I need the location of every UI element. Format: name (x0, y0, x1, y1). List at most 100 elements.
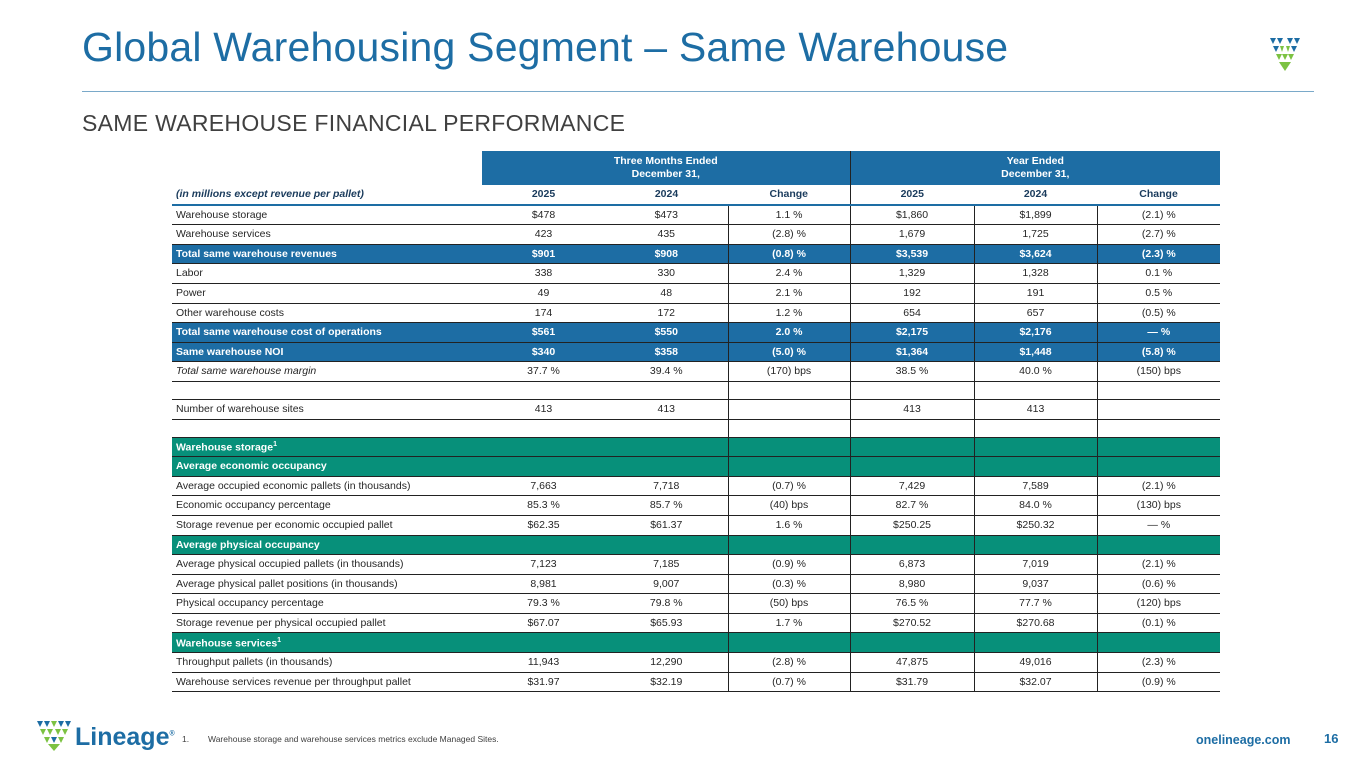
table-period-header: Three Months Ended December 31, Year End… (172, 151, 1221, 185)
row-label: Average physical occupancy (172, 535, 482, 556)
cell-y-change (1096, 399, 1221, 420)
row-label: Total same warehouse margin (172, 361, 482, 382)
table-row: Throughput pallets (in thousands) 11,943 1… (172, 652, 1221, 673)
table-row: Total same warehouse revenues $901 $908 (0.… (172, 244, 1221, 265)
cell-q-2024: $908 (605, 244, 728, 265)
cell-y-2024 (973, 535, 1098, 556)
page-title: Global Warehousing Segment – Same Wareho… (82, 24, 1009, 70)
row-label: Throughput pallets (in thousands) (172, 652, 482, 673)
row-label-text: Average physical occupied pallets (in th… (176, 558, 404, 571)
cell-q-2025 (482, 535, 605, 556)
same-warehouse-financial-table: Three Months Ended December 31, Year End… (172, 151, 1221, 693)
row-label: Warehouse storage1 (172, 437, 482, 458)
cell-q-change: 1.1 % (727, 204, 851, 226)
brand-name: Lineage® (75, 723, 175, 752)
cell-q-2024 (605, 632, 728, 654)
row-label-text: Average physical pallet positions (in th… (176, 577, 398, 590)
cell-q-change: (2.8) % (727, 652, 851, 673)
table-row: Physical occupancy percentage 79.3 % 79.8 … (172, 593, 1221, 614)
cell-q-2024: 9,007 (605, 574, 728, 595)
cell-y-2024: 7,589 (973, 476, 1098, 497)
cell-y-2024 (973, 456, 1098, 477)
cell-q-change: (0.7) % (727, 476, 851, 497)
cell-y-change: (2.1) % (1096, 476, 1221, 497)
cell-y-change: — % (1096, 515, 1221, 536)
footnote-ref: 1 (273, 440, 277, 448)
row-label-text: Storage revenue per economic occupied pa… (176, 518, 393, 531)
cell-q-2024: 79.8 % (605, 593, 728, 614)
cell-q-change (727, 381, 851, 400)
table-row: Economic occupancy percentage 85.3 % 85.7 … (172, 495, 1221, 516)
row-label-text: Throughput pallets (in thousands) (176, 656, 333, 669)
table-row: Power 49 48 2.1 % 192 191 0.5 % (172, 283, 1221, 304)
cell-q-change: (2.8) % (727, 224, 851, 245)
cell-y-2025: 38.5 % (849, 361, 975, 382)
cell-q-2024 (605, 456, 728, 477)
cell-q-2025: $340 (482, 342, 605, 363)
cell-y-2025: 47,875 (849, 652, 975, 673)
row-label: Power (172, 283, 482, 304)
row-label: Other warehouse costs (172, 303, 482, 324)
table-row: Total same warehouse cost of operations $… (172, 322, 1221, 343)
cell-y-change: (2.1) % (1096, 204, 1221, 226)
table-row: Average physical pallet positions (in th… (172, 574, 1221, 595)
cell-y-2025: $1,364 (849, 342, 975, 363)
table-row: Storage revenue per economic occupied pa… (172, 515, 1221, 536)
row-label: Number of warehouse sites (172, 399, 482, 420)
cell-y-2025: 8,980 (849, 574, 975, 595)
cell-y-change: (130) bps (1096, 495, 1221, 516)
cell-q-2024 (605, 381, 728, 400)
website-link[interactable]: onelineage.com (1196, 733, 1291, 747)
cell-y-2024: 40.0 % (973, 361, 1098, 382)
table-row: Average physical occupied pallets (in th… (172, 554, 1221, 575)
year-ended-header: Year Ended December 31, (849, 151, 1221, 185)
row-label: Warehouse services (172, 224, 482, 245)
cell-q-2025 (482, 419, 605, 438)
cell-y-2024: $270.68 (973, 613, 1098, 634)
cell-y-change: (2.1) % (1096, 554, 1221, 575)
cell-q-2024 (605, 535, 728, 556)
cell-q-2025 (482, 437, 605, 458)
three-months-header: Three Months Ended December 31, (482, 151, 851, 185)
cell-q-change (727, 399, 851, 420)
cell-y-2024: 1,328 (973, 263, 1098, 284)
cell-q-2024: $550 (605, 322, 728, 343)
cell-q-change: (0.9) % (727, 554, 851, 575)
page-number: 16 (1324, 731, 1339, 746)
cell-y-2024: 9,037 (973, 574, 1098, 595)
row-label: Warehouse storage (172, 204, 482, 226)
row-label (172, 381, 482, 400)
cell-q-2025: 7,123 (482, 554, 605, 575)
year-ended-line2: December 31, (1001, 168, 1070, 180)
cell-q-change: 1.2 % (727, 303, 851, 324)
cell-q-2025: $67.07 (482, 613, 605, 634)
cell-y-change: 0.1 % (1096, 263, 1221, 284)
lineage-logo-icon (1270, 38, 1300, 71)
cell-y-2025: 82.7 % (849, 495, 975, 516)
col-header-q-change: Change (728, 185, 851, 206)
row-label: Average physical pallet positions (in th… (172, 574, 482, 595)
cell-q-change: (0.7) % (727, 672, 851, 693)
cell-y-change: (5.8) % (1096, 342, 1221, 363)
cell-y-change: (120) bps (1096, 593, 1221, 614)
header-blank-cell (172, 151, 482, 185)
footnote-ref: 1 (277, 636, 282, 644)
row-label-text: Average economic occupancy (176, 460, 327, 473)
cell-q-2025: 49 (482, 283, 605, 304)
cell-y-change (1096, 437, 1221, 458)
row-label-text: Warehouse services revenue per throughpu… (176, 675, 411, 688)
cell-y-2025: 7,429 (849, 476, 975, 497)
row-label-text: Average physical occupancy (176, 538, 320, 551)
cell-y-change (1096, 381, 1221, 400)
cell-y-2024 (973, 381, 1098, 400)
row-label-text: Number of warehouse sites (176, 402, 304, 415)
cell-y-2025: 413 (849, 399, 975, 420)
cell-y-2024: 7,019 (973, 554, 1098, 575)
row-label: Average economic occupancy (172, 456, 482, 477)
cell-q-2025: $62.35 (482, 515, 605, 536)
cell-q-change: (50) bps (727, 593, 851, 614)
footnote-number: 1. (182, 734, 190, 744)
row-label-text: Average occupied economic pallets (in th… (176, 479, 411, 492)
cell-y-2024: $250.32 (973, 515, 1098, 536)
table-column-header: (in millions except revenue per pallet) … (172, 185, 1221, 206)
